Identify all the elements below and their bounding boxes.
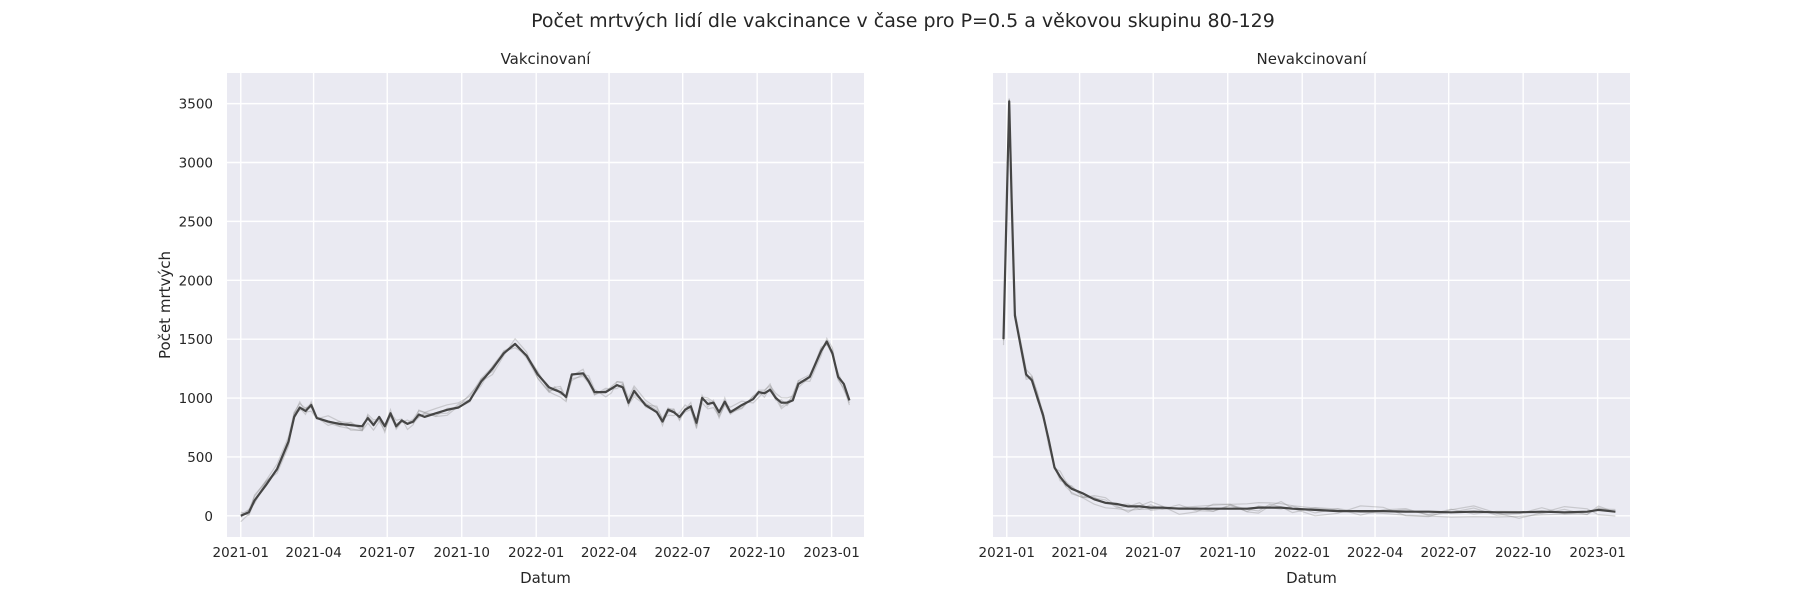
simulation-run-line <box>240 336 850 523</box>
y-tick-label-500: 500 <box>187 450 213 466</box>
x-tick-label-2021-04: 2021-04 <box>1051 545 1107 561</box>
panel-title-vakcinovani: Vakcinovaní <box>501 50 592 68</box>
y-tick-label-1000: 1000 <box>179 391 213 407</box>
x-axis-label-nevakcinovani: Datum <box>1286 569 1337 587</box>
x-tick-label-2021-04: 2021-04 <box>285 545 341 561</box>
x-tick-label-2021-01: 2021-01 <box>979 545 1035 561</box>
panel-title-nevakcinovani: Nevakcinovaní <box>1256 50 1367 68</box>
lines-nevakcinovani <box>1002 98 1616 519</box>
x-tick-label-2023-01: 2023-01 <box>803 545 859 561</box>
y-axis-label: Počet mrtvých <box>156 251 174 359</box>
y-tick-label-2500: 2500 <box>179 214 213 230</box>
x-tick-label-2021-10: 2021-10 <box>1200 545 1256 561</box>
x-tick-label-2022-01: 2022-01 <box>1274 545 1330 561</box>
mean-line-vakcinovan- <box>240 340 851 517</box>
x-tick-label-2022-10: 2022-10 <box>1495 545 1551 561</box>
x-tick-label-2022-07: 2022-07 <box>1420 545 1476 561</box>
plot-area-nevakcinovani <box>993 73 1630 537</box>
x-tick-label-2021-07: 2021-07 <box>1125 545 1181 561</box>
lines-vakcinovani <box>240 336 851 523</box>
y-tick-label-2000: 2000 <box>179 273 213 289</box>
panel-nevakcinovani: 2021-01 2021-04 2021-07 2021-10 2022-01 2022-… <box>979 50 1630 587</box>
x-tick-label-2021-10: 2021-10 <box>434 545 490 561</box>
y-tick-label-3000: 3000 <box>179 156 213 172</box>
x-tick-label-2021-01: 2021-01 <box>213 545 269 561</box>
x-tick-label-2021-07: 2021-07 <box>359 545 415 561</box>
x-tick-label-2022-10: 2022-10 <box>729 545 785 561</box>
y-tick-label-0: 0 <box>204 509 213 525</box>
grid-vakcinovani <box>227 73 864 537</box>
x-tick-label-2022-04: 2022-04 <box>1347 545 1403 561</box>
simulation-run-line <box>240 340 850 515</box>
x-tick-label-2022-04: 2022-04 <box>581 545 637 561</box>
x-tick-label-2022-01: 2022-01 <box>508 545 564 561</box>
mean-line-nevakcinovan- <box>1002 100 1616 514</box>
figure-title: Počet mrtvých lidí dle vakcinance v čase… <box>531 10 1275 32</box>
y-ticks-vakcinovani: 0 500 1000 1500 2000 2500 3000 3500 <box>179 97 213 525</box>
x-ticks-nevakcinovani: 2021-01 2021-04 2021-07 2021-10 2022-01 2022-… <box>979 545 1626 561</box>
x-tick-label-2023-01: 2023-01 <box>1569 545 1625 561</box>
y-tick-label-3500: 3500 <box>179 97 213 113</box>
grid-nevakcinovani <box>993 73 1630 537</box>
y-tick-label-1500: 1500 <box>179 332 213 348</box>
x-axis-label-vakcinovani: Datum <box>520 569 571 587</box>
x-tick-label-2022-07: 2022-07 <box>654 545 710 561</box>
x-ticks-vakcinovani: 2021-01 2021-04 2021-07 2021-10 2022-01 2022-… <box>213 545 860 561</box>
plot-area-vakcinovani <box>227 73 864 537</box>
